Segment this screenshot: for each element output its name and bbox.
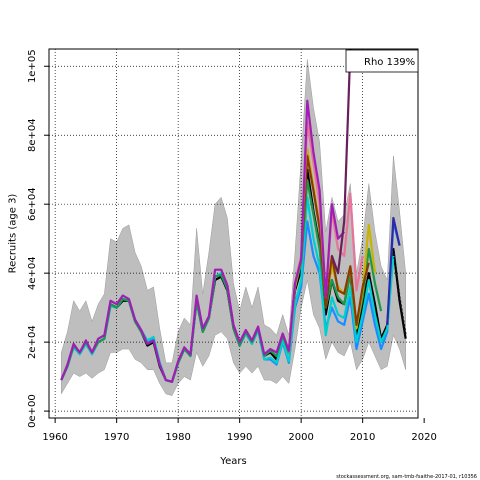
series-line-11 [392, 248, 407, 336]
x-tick-label: 1970 [104, 432, 129, 443]
series-lines [60, 48, 407, 383]
x-tick-label: 1990 [227, 432, 252, 443]
x-tick-label: 1960 [42, 432, 67, 443]
y-tick-label: 6e+04 [27, 187, 38, 221]
footer-credit: stockassessment.org, sam-tmb-fsaithe-201… [336, 474, 477, 480]
x-tick-label: 2020 [411, 432, 436, 443]
confidence-band [61, 59, 406, 396]
y-tick-label: 0e+00 [27, 394, 38, 428]
plot-frame [48, 48, 419, 419]
legend: Rho 139% [345, 49, 419, 73]
y-tick-label: 1e+05 [27, 49, 38, 83]
y-tick-label: 4e+04 [27, 256, 38, 290]
legend-label: Rho 139% [364, 57, 415, 68]
x-tick-label: 2010 [350, 432, 375, 443]
x-tick-label: 1980 [165, 432, 190, 443]
legend-box [345, 49, 419, 73]
series-line-8 [60, 99, 346, 383]
x-tick-label: 2000 [288, 432, 313, 443]
y-tick-label: 8e+04 [27, 118, 38, 152]
series-line-9 [330, 48, 352, 275]
series-line-10 [386, 216, 401, 325]
ci-band-area [61, 59, 406, 396]
y-tick-label: 2e+04 [27, 325, 38, 359]
axes: 1960 1970 1980 1990 2000 2010 2020 0e+00 2e+04 4e… [27, 49, 437, 443]
x-axis-title: Years [219, 456, 246, 467]
y-axis-title: Recruits (age 3) [8, 194, 19, 274]
